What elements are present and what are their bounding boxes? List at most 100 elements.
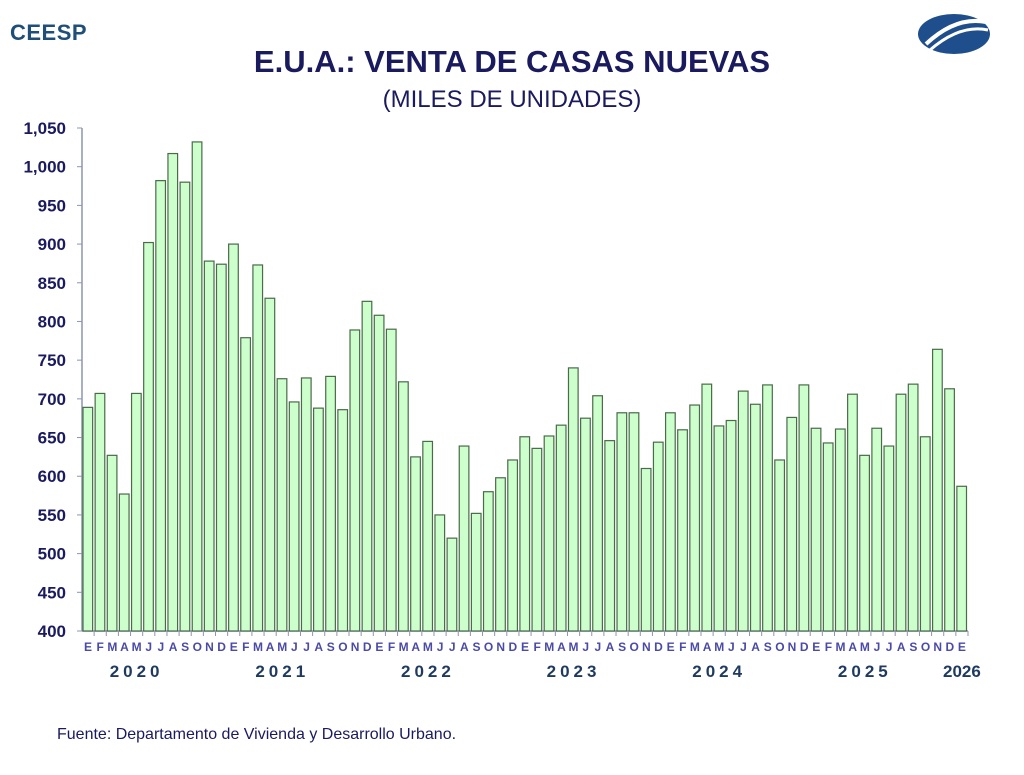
bar-2022-03 — [397, 381, 409, 632]
month-label: F — [242, 640, 249, 654]
bar-2020-08 — [167, 152, 179, 632]
bar-2023-02 — [531, 447, 543, 632]
month-label: D — [654, 640, 663, 654]
bar-2025-10 — [919, 436, 931, 632]
bar-2020-06 — [143, 241, 154, 632]
month-label: J — [303, 640, 310, 654]
month-label: E — [84, 640, 92, 654]
y-tick-label: 500 — [38, 545, 66, 564]
month-label: D — [945, 640, 954, 654]
y-tick-label: 450 — [38, 583, 66, 602]
month-label: J — [449, 640, 456, 654]
bar-2025-09 — [907, 383, 919, 632]
month-label: A — [897, 640, 906, 654]
bar-2024-06 — [725, 419, 737, 632]
month-label: N — [642, 640, 651, 654]
bar-2023-05 — [567, 367, 579, 632]
bar-2022-10 — [482, 491, 494, 632]
month-label: O — [338, 640, 347, 654]
bar-2024-08 — [749, 403, 761, 632]
bar-2022-07 — [446, 537, 458, 632]
bar-2021-05 — [276, 378, 288, 632]
bar-2024-05 — [713, 425, 725, 632]
month-label: S — [764, 640, 772, 654]
y-tick-label: 1,050 — [23, 119, 66, 138]
bar-2024-04 — [701, 383, 713, 632]
year-label: 2025 — [838, 662, 892, 681]
month-label: J — [594, 640, 601, 654]
month-label: J — [158, 640, 165, 654]
bar-2024-03 — [689, 404, 701, 632]
month-label: M — [132, 640, 142, 654]
bar-2022-09 — [470, 512, 482, 632]
bar-2021-03 — [252, 264, 264, 632]
bar-2023-06 — [580, 417, 591, 632]
y-tick-label: 850 — [38, 274, 66, 293]
bar-2020-03 — [106, 454, 118, 632]
month-label: J — [145, 640, 152, 654]
month-label: S — [472, 640, 480, 654]
year-label: 2023 — [547, 662, 601, 681]
month-label: J — [291, 640, 298, 654]
bar-2025-08 — [895, 393, 907, 632]
ceesp-logo-text: CEESP — [10, 20, 88, 45]
ceesp-logo-icon — [918, 14, 990, 54]
bar-2020-10 — [191, 141, 203, 632]
month-label: E — [375, 640, 383, 654]
bar-2021-06 — [288, 401, 300, 632]
month-label: A — [411, 640, 420, 654]
month-label: N — [788, 640, 797, 654]
year-label: 2024 — [692, 662, 746, 681]
bar-2025-01 — [810, 427, 822, 632]
year-label: 2026 — [943, 662, 981, 681]
bar-2021-02 — [240, 337, 252, 632]
month-label: N — [351, 640, 360, 654]
month-label: S — [181, 640, 189, 654]
bar-2021-07 — [300, 377, 312, 632]
y-tick-label: 550 — [38, 506, 66, 525]
bar-2020-05 — [130, 392, 142, 632]
y-tick-label: 600 — [38, 467, 66, 486]
bar-2020-12 — [215, 263, 227, 632]
month-label: O — [775, 640, 784, 654]
bar-2021-10 — [337, 409, 349, 632]
bar-2026-01 — [956, 485, 968, 632]
bar-2025-07 — [883, 445, 895, 632]
month-label: E — [521, 640, 529, 654]
month-label: M — [860, 640, 870, 654]
month-label: J — [728, 640, 735, 654]
month-label: F — [97, 640, 104, 654]
y-tick-label: 700 — [38, 390, 66, 409]
month-label: M — [399, 640, 409, 654]
bar-2023-09 — [616, 412, 628, 632]
y-tick-label: 1,000 — [23, 158, 66, 177]
bar-2023-01 — [519, 436, 531, 632]
bar-2025-11 — [931, 348, 943, 632]
year-label: 2021 — [255, 662, 309, 681]
month-label: A — [314, 640, 323, 654]
source-note: Fuente: Departamento de Vivienda y Desar… — [57, 726, 457, 743]
month-label: E — [958, 640, 966, 654]
bar-2021-08 — [313, 407, 324, 632]
bar-2024-12 — [798, 384, 810, 632]
bar-2023-03 — [543, 435, 555, 632]
bar-2022-01 — [373, 314, 385, 632]
month-label: M — [690, 640, 700, 654]
month-label: E — [230, 640, 238, 654]
bar-2023-11 — [640, 467, 652, 632]
y-tick-label: 750 — [38, 351, 66, 370]
bar-2023-12 — [652, 441, 664, 632]
year-label: 2020 — [110, 662, 164, 681]
month-label: S — [327, 640, 335, 654]
bar-2021-11 — [349, 329, 361, 632]
month-label: N — [496, 640, 505, 654]
bar-2022-11 — [495, 477, 506, 632]
month-label: A — [751, 640, 760, 654]
y-tick-label: 950 — [38, 196, 66, 215]
bar-2021-09 — [325, 375, 336, 632]
bar-2022-04 — [410, 456, 421, 632]
month-label: O — [193, 640, 202, 654]
chart-title: E.U.A.: VENTA DE CASAS NUEVAS — [253, 44, 771, 79]
y-tick-label: 400 — [38, 622, 66, 641]
bar-2024-11 — [786, 416, 798, 632]
